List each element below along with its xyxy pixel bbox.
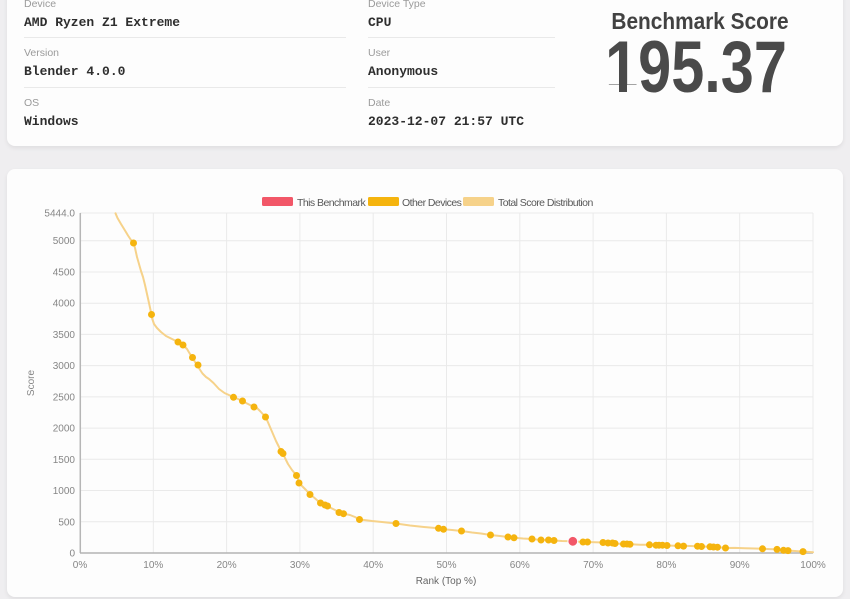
svg-text:3000: 3000: [53, 361, 76, 372]
svg-text:1500: 1500: [53, 455, 76, 466]
svg-text:70%: 70%: [583, 560, 603, 571]
svg-text:20%: 20%: [217, 560, 237, 571]
svg-text:1000: 1000: [53, 486, 76, 497]
svg-text:4500: 4500: [53, 268, 76, 279]
svg-text:This Benchmark: This Benchmark: [297, 197, 366, 209]
svg-text:Total Score Distribution: Total Score Distribution: [498, 197, 593, 209]
svg-text:30%: 30%: [290, 560, 310, 571]
svg-text:2000: 2000: [53, 424, 76, 435]
svg-text:4000: 4000: [53, 299, 76, 310]
svg-text:500: 500: [58, 517, 75, 528]
svg-text:50%: 50%: [436, 560, 456, 571]
svg-text:Other Devices: Other Devices: [402, 197, 462, 209]
svg-text:Rank (Top %): Rank (Top %): [416, 576, 477, 587]
svg-text:2500: 2500: [53, 392, 76, 403]
svg-text:Score: Score: [26, 370, 37, 397]
svg-text:60%: 60%: [510, 560, 530, 571]
svg-text:100%: 100%: [800, 560, 826, 571]
svg-text:5000: 5000: [53, 236, 76, 247]
svg-text:90%: 90%: [730, 560, 750, 571]
svg-text:0%: 0%: [73, 560, 88, 571]
svg-text:5444.0: 5444.0: [44, 209, 75, 220]
svg-text:10%: 10%: [143, 560, 163, 571]
svg-text:40%: 40%: [363, 560, 383, 571]
svg-text:0: 0: [69, 549, 75, 560]
svg-text:3500: 3500: [53, 330, 76, 341]
svg-text:80%: 80%: [656, 560, 676, 571]
